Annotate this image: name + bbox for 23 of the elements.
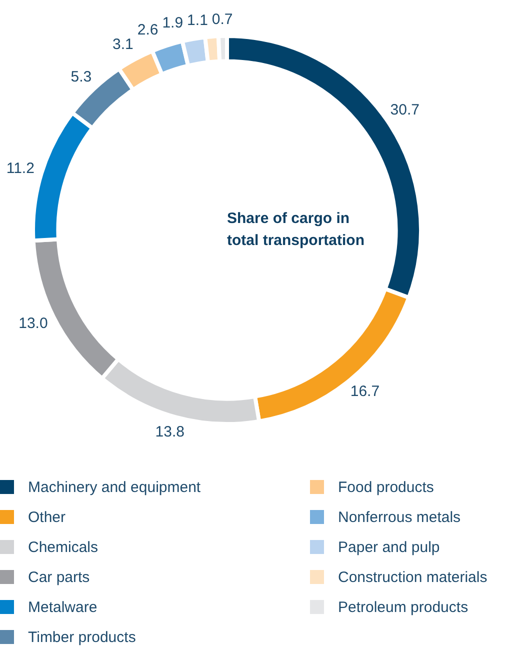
data-label: 1.9 — [162, 14, 184, 32]
legend-label: Metalware — [28, 598, 98, 616]
legend-label: Timber products — [28, 628, 136, 646]
data-label: 1.1 — [187, 12, 208, 29]
legend-label: Food products — [338, 478, 434, 496]
legend-label: Other — [28, 508, 66, 526]
data-label: 30.7 — [390, 101, 420, 118]
data-label: 13.0 — [18, 314, 48, 332]
legend-label: Construction materials — [338, 568, 488, 586]
legend-label: Machinery and equipment — [28, 478, 201, 496]
legend-label: Petroleum products — [338, 598, 468, 616]
text: Share of cargo in total transportation — [227, 210, 364, 250]
legend-label: Car parts — [28, 568, 90, 586]
data-label: 3.1 — [112, 36, 134, 54]
data-label: 5.3 — [70, 68, 92, 86]
data-label: 11.2 — [6, 160, 34, 177]
data-label: 16.7 — [350, 383, 380, 400]
legend-label: Chemicals — [28, 538, 98, 556]
data-label: 13.8 — [155, 424, 185, 441]
legend-label: Paper and pulp — [338, 538, 440, 556]
data-label: 2.6 — [137, 21, 158, 38]
data-label: 0.7 — [212, 11, 233, 28]
legend-label: Nonferrous metals — [338, 508, 461, 526]
